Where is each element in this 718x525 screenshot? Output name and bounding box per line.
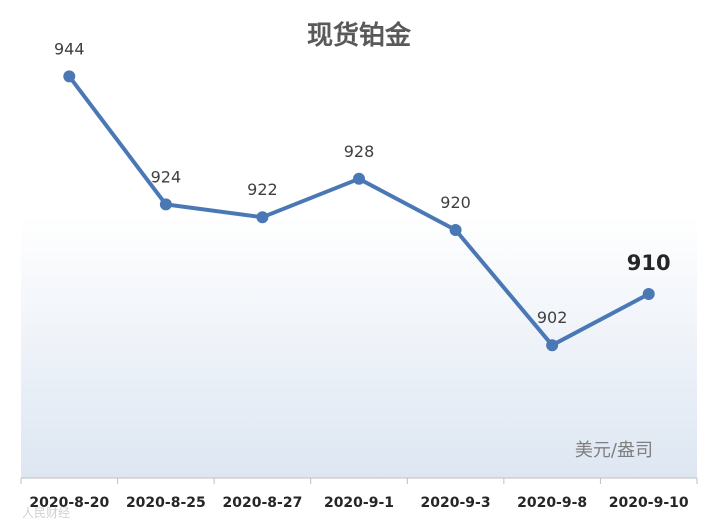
x-tick-label: 2020-8-25: [126, 495, 206, 511]
data-label: 928: [344, 142, 375, 161]
data-labels: 944 924 922 928 920 902 910: [54, 39, 671, 327]
data-label: 924: [151, 167, 182, 186]
x-tick-label: 2020-9-10: [609, 495, 689, 511]
x-tick-label: 2020-8-27: [223, 495, 303, 511]
x-tick-label: 2020-9-8: [517, 495, 587, 511]
plot-background: [21, 215, 697, 478]
data-label: 944: [54, 39, 85, 58]
data-point: [159, 198, 172, 211]
data-label: 920: [440, 193, 471, 212]
watermark-text: 人民财经: [22, 506, 70, 520]
watermark: 人民财经: [22, 506, 70, 520]
data-point: [449, 224, 462, 236]
series-markers: [63, 70, 655, 352]
x-tick-label: 2020-9-3: [421, 495, 491, 511]
data-label: 922: [247, 180, 278, 199]
data-point: [353, 172, 365, 185]
data-point: [63, 70, 76, 83]
data-point: [642, 288, 655, 300]
x-tick-label: 2020-9-1: [324, 495, 394, 511]
x-axis-labels: 2020-8-20 2020-8-25 2020-8-27 2020-9-1 2020-…: [29, 495, 688, 511]
x-axis-ticks: [20, 478, 698, 484]
data-label: 902: [537, 308, 568, 327]
data-point: [546, 339, 559, 352]
x-tick-label: 2020-8-20: [29, 495, 109, 511]
data-label: 910: [627, 251, 671, 275]
unit-label: 美元/盎司: [575, 440, 653, 461]
chart-title: 现货铂金: [307, 20, 412, 51]
data-point: [256, 211, 269, 224]
